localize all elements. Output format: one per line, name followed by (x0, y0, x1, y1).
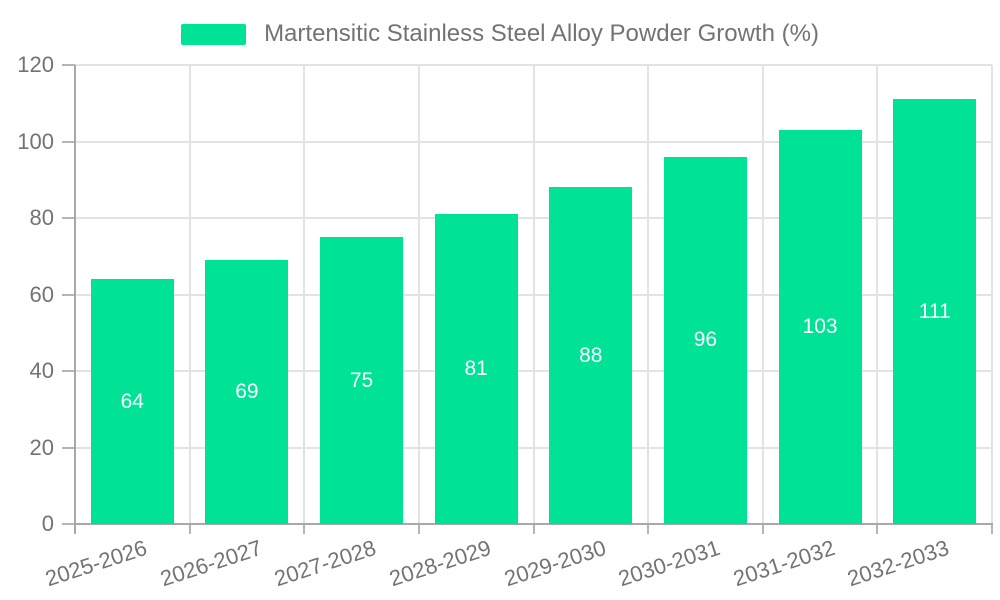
bar-value-label: 103 (802, 315, 838, 338)
bar-value-label: 81 (464, 357, 488, 381)
chart-legend[interactable]: Martensitic Stainless Steel Alloy Powder… (0, 21, 1000, 47)
y-axis-tick (62, 446, 75, 449)
x-axis-label: 2032-2033 (844, 535, 953, 592)
bar-2026-2027[interactable]: 69 (205, 260, 289, 524)
bar-value-label: 69 (235, 380, 259, 404)
bar-value-label: 75 (349, 368, 374, 392)
y-axis-tick (62, 523, 75, 525)
bar-2032-2033[interactable]: 111 (893, 99, 977, 524)
y-axis-label: 0 (41, 511, 54, 536)
x-axis-tick (876, 524, 879, 534)
v-gridline (876, 65, 879, 524)
legend-swatch-icon (181, 23, 247, 45)
y-axis-tick (62, 140, 75, 143)
y-axis-tick (62, 64, 75, 66)
y-axis-label: 40 (29, 358, 54, 383)
bar-2030-2031[interactable]: 96 (663, 156, 747, 524)
v-gridline (532, 65, 535, 524)
bar-value-label: 64 (120, 389, 144, 413)
x-axis-tick (761, 524, 764, 534)
v-gridline (303, 65, 306, 524)
bar-2025-2026[interactable]: 64 (90, 279, 174, 524)
y-axis-label: 20 (29, 434, 54, 460)
y-axis-tick (62, 370, 75, 372)
x-axis-label: 2028-2029 (386, 535, 494, 592)
bar-value-label: 111 (918, 299, 951, 323)
v-gridline (417, 65, 420, 524)
x-axis-label: 2031-2032 (729, 535, 838, 592)
y-axis-label: 120 (17, 52, 54, 77)
x-axis-label: 2027-2028 (271, 535, 380, 592)
x-axis-tick (991, 524, 993, 534)
x-axis-tick (417, 524, 420, 534)
v-gridline (188, 65, 191, 524)
bar-2029-2030[interactable]: 88 (549, 187, 633, 524)
x-axis-label: 2029-2030 (500, 535, 609, 592)
y-axis-line (74, 65, 76, 534)
bar-2027-2028[interactable]: 75 (320, 237, 404, 524)
x-axis-tick (188, 524, 191, 534)
legend-label: Martensitic Stainless Steel Alloy Powder… (264, 20, 819, 47)
y-axis-label: 60 (29, 281, 54, 307)
x-axis-tick (303, 524, 306, 534)
bar-2028-2029[interactable]: 81 (434, 214, 518, 524)
v-gridline (991, 65, 993, 524)
v-gridline (647, 65, 650, 524)
y-axis-label: 100 (17, 128, 54, 154)
v-gridline (761, 65, 764, 524)
x-axis-label: 2030-2031 (615, 535, 724, 592)
x-axis-label: 2026-2027 (156, 535, 265, 592)
bar-2031-2032[interactable]: 103 (778, 130, 862, 524)
y-axis-tick (62, 293, 75, 296)
x-axis-label: 2025-2026 (42, 535, 151, 592)
y-axis-tick (62, 217, 75, 219)
x-axis-tick (532, 524, 535, 534)
x-axis-tick (647, 524, 650, 534)
y-axis-label: 80 (29, 205, 54, 230)
bar-value-label: 96 (693, 328, 718, 352)
bar-value-label: 88 (579, 343, 603, 367)
x-axis-line (74, 523, 993, 525)
